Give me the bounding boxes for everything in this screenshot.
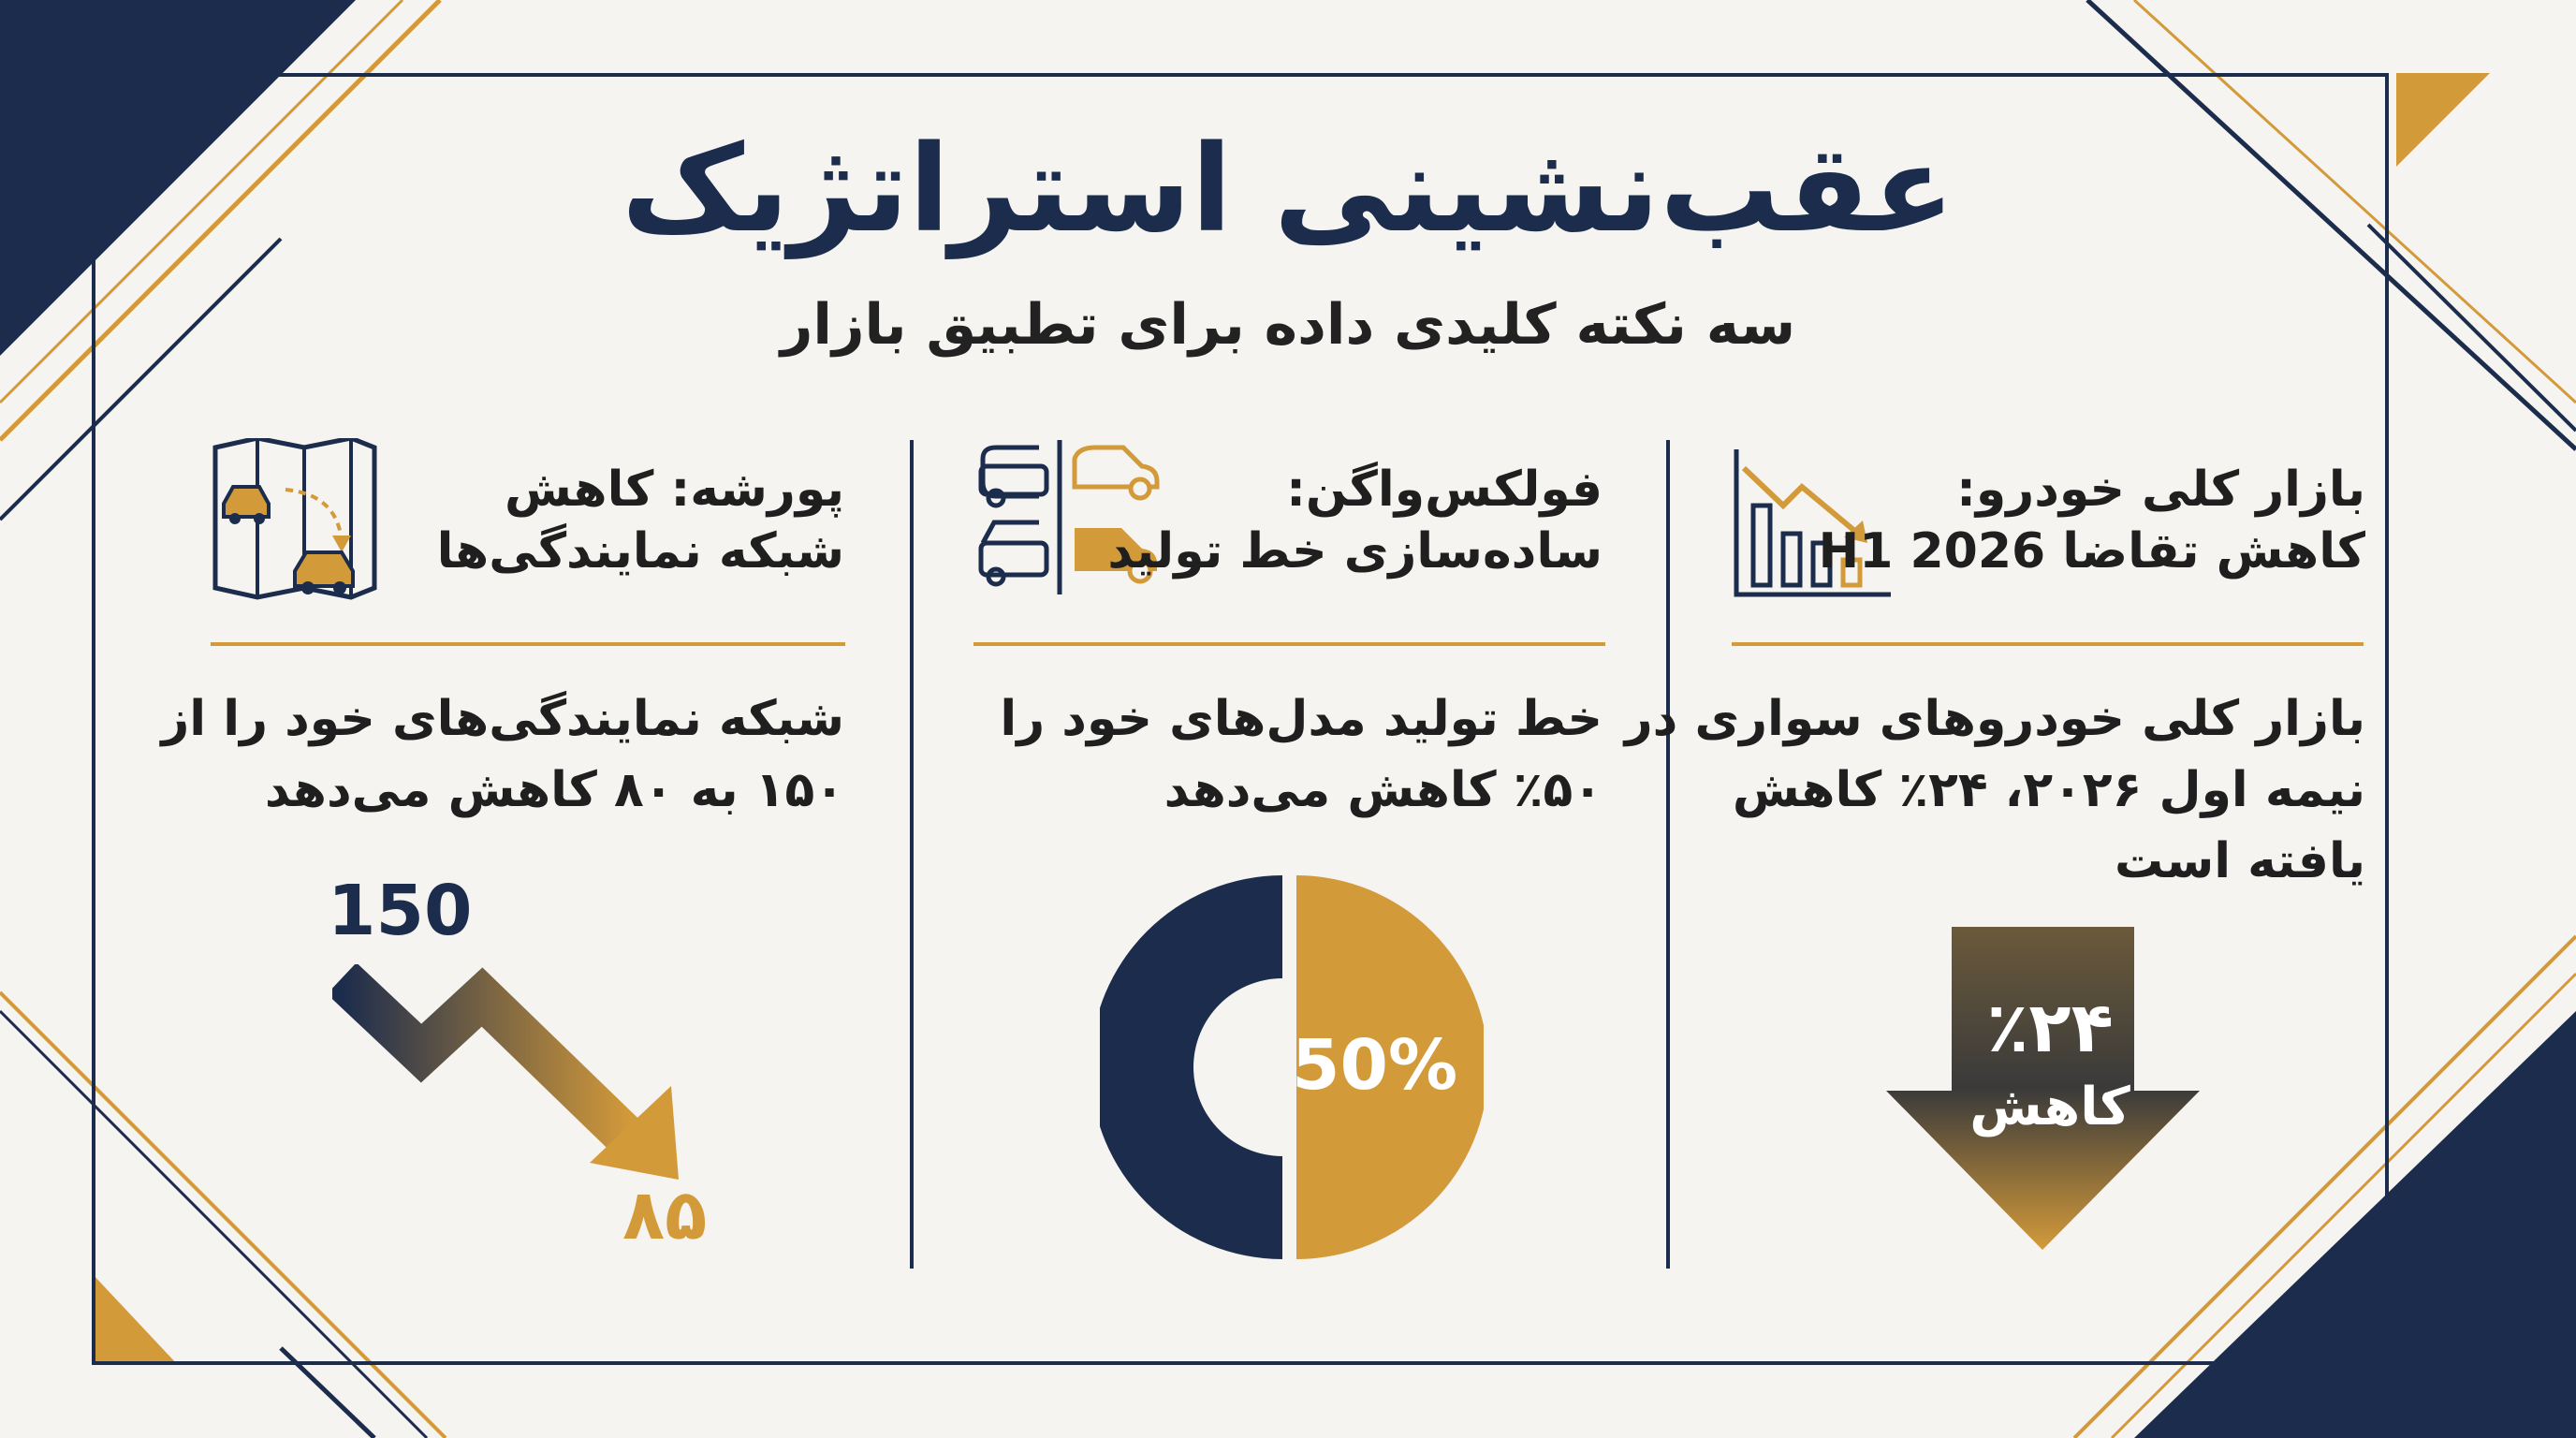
porsche-body: شبکه نمایندگی‌های خود را از ۱۵۰ به ۸۰ کا… [161, 683, 844, 826]
market-body-line1: بازار کلی خودروهای سواری در [1624, 691, 2365, 747]
content-frame [92, 73, 2389, 1365]
market-heading: بازار کلی خودرو: کاهش تقاضا H1 2026 [1819, 459, 2365, 582]
volkswagen-body-line2: ٪۵۰ کاهش می‌دهد [1164, 762, 1603, 818]
production-donut-chart [1100, 875, 1484, 1259]
market-body-line2: نیمه اول ۲۰۲۶، ۲۴٪ کاهش [1732, 762, 2365, 818]
decline-percent-label: ٪۲۴ [1986, 988, 2114, 1068]
volkswagen-body: خط تولید مدل‌های خود را ٪۵۰ کاهش می‌دهد [1000, 683, 1603, 826]
market-gold-rule [1732, 642, 2364, 646]
donut-percent-label: 50% [1292, 1025, 1458, 1106]
porsche-gold-rule [211, 642, 845, 646]
porsche-heading: پورشه: کاهش شبکه نمایندگی‌ها [437, 459, 844, 582]
dealership-map-icon [212, 438, 377, 600]
porsche-body-line1: شبکه نمایندگی‌های خود را از [161, 691, 844, 747]
page-title: عقب‌نشینی استراتژیک [621, 120, 1955, 259]
market-body: بازار کلی خودروهای سواری در نیمه اول ۲۰۲… [1625, 683, 2365, 897]
porsche-heading-line2: شبکه نمایندگی‌ها [436, 523, 844, 580]
decline-caption-label: کاهش [1969, 1077, 2130, 1137]
dealership-end-value: ۸۵ [622, 1175, 708, 1255]
market-body-line3: یافته است [2115, 833, 2365, 889]
bar-chart-decline-icon [1734, 449, 1891, 597]
column-divider-left [910, 440, 914, 1269]
volkswagen-gold-rule [973, 642, 1605, 646]
zigzag-arrow-body [332, 964, 679, 1180]
column-divider-right [1666, 440, 1670, 1269]
volkswagen-heading-line1: فولکس‌واگن: [1286, 462, 1603, 518]
page-subtitle: سه نکته کلیدی داده برای تطبیق بازار [780, 292, 1796, 358]
porsche-body-line2: ۱۵۰ به ۸۰ کاهش می‌دهد [264, 762, 844, 818]
volkswagen-heading: فولکس‌واگن: ساده‌سازی خط تولید [1107, 459, 1603, 582]
dealership-start-value: 150 [328, 871, 473, 951]
volkswagen-heading-line2: ساده‌سازی خط تولید [1107, 523, 1603, 580]
market-heading-line1: بازار کلی خودرو: [1956, 462, 2365, 518]
decline-down-arrow [1886, 927, 2200, 1250]
production-line-cars-icon [978, 440, 1160, 594]
market-heading-line2: کاهش تقاضا H1 2026 [1818, 523, 2365, 580]
porsche-heading-line1: پورشه: کاهش [505, 462, 844, 518]
volkswagen-body-line1: خط تولید مدل‌های خود را [1000, 691, 1603, 747]
